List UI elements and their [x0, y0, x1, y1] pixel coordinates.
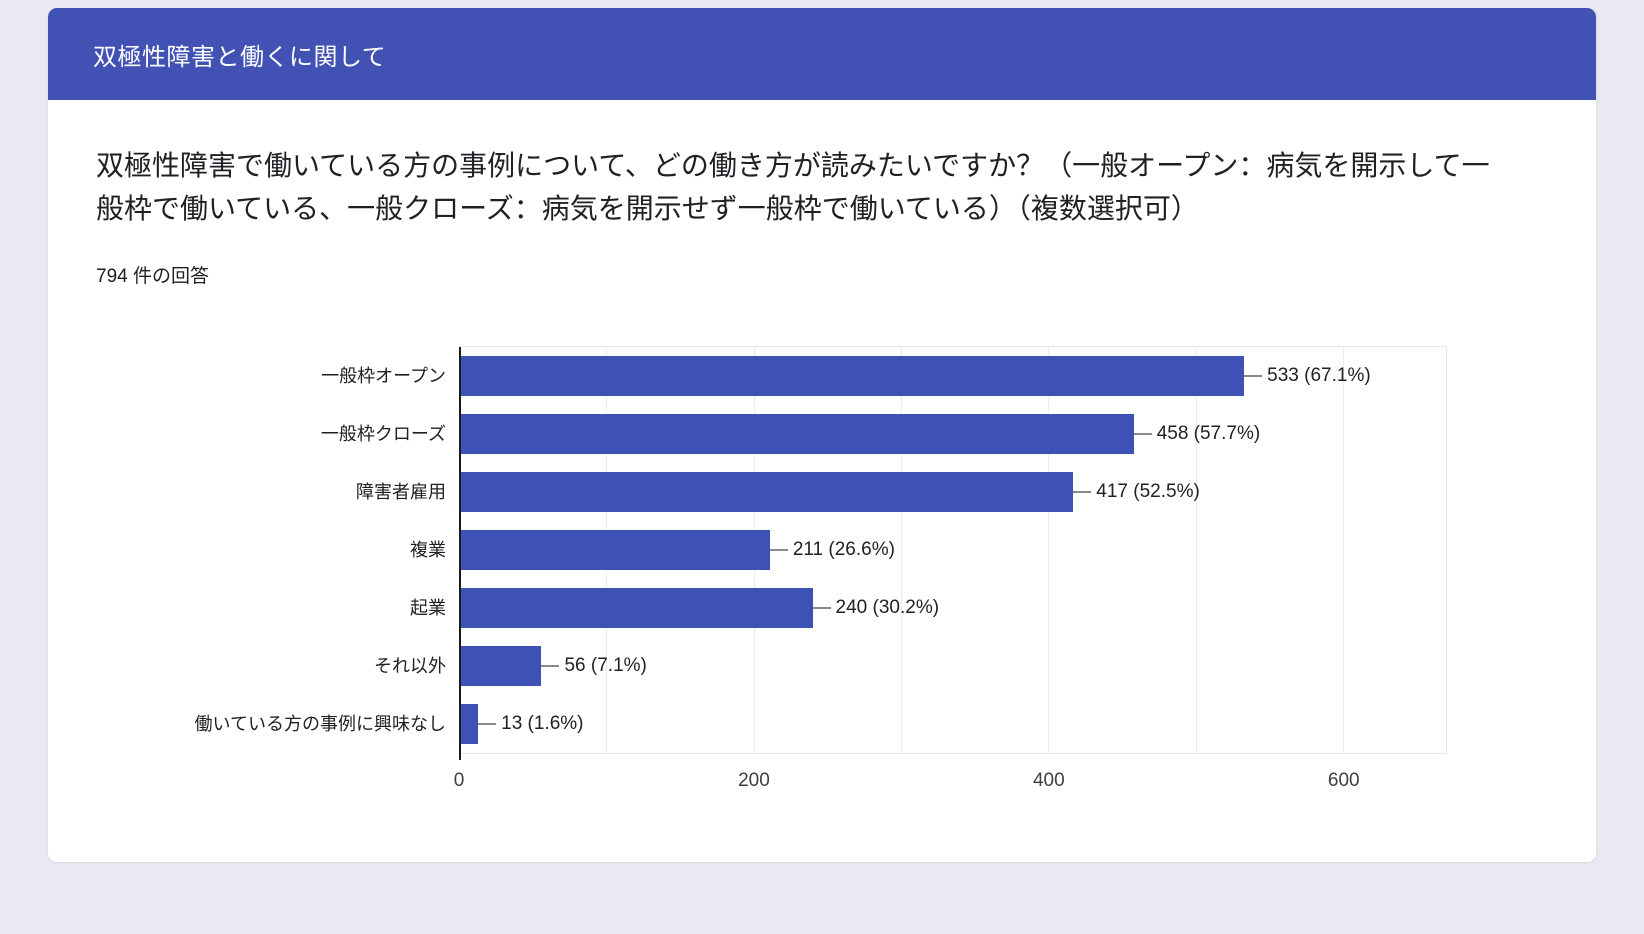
- bar-chart: 一般枠オープン 一般枠クローズ障害者雇用複業起業それ以外働いている方の事例に興味な…: [104, 345, 1548, 800]
- y-axis-line: [459, 346, 461, 760]
- grid-line: [1195, 346, 1197, 753]
- question-text: 双極性障害で働いている方の事例について、どの働き方が読みたいですか？（一般オープ…: [96, 150, 1490, 225]
- response-count: 794 件の回答: [96, 265, 209, 287]
- card-body: 双極性障害で働いている方の事例について、どの働き方が読みたいですか？（一般オープ…: [48, 100, 1596, 800]
- section-title: 双極性障害と働くに関して: [93, 43, 387, 71]
- chart-row: 13 (1.6%): [459, 695, 1446, 753]
- plot-wrap: 一般枠オープン 一般枠クローズ障害者雇用複業起業それ以外働いている方の事例に興味な…: [104, 345, 1548, 760]
- bar[interactable]: [459, 645, 542, 686]
- grid-line: [900, 346, 902, 753]
- bar[interactable]: [459, 355, 1245, 396]
- connector-line: [812, 606, 831, 609]
- category-label: 一般枠オープン: [321, 365, 446, 386]
- bar[interactable]: [459, 587, 813, 628]
- value-label: 417 (52.5%): [1096, 480, 1200, 502]
- grid-line: [1342, 346, 1344, 753]
- value-label: 240 (30.2%): [835, 596, 940, 618]
- connector-line: [1133, 432, 1152, 435]
- x-tick-label: 200: [738, 769, 770, 791]
- connector-line: [541, 664, 560, 667]
- connector-line: [1073, 490, 1092, 493]
- value-label: 211 (26.6%): [792, 538, 895, 560]
- x-axis: 0 200 400 600: [454, 769, 1447, 800]
- value-label: 13 (1.6%): [501, 712, 584, 734]
- grid-line: [1048, 346, 1050, 753]
- bar[interactable]: [459, 471, 1074, 512]
- value-label: 533 (67.1%): [1267, 364, 1371, 386]
- chart-row: 240 (30.2%): [459, 579, 1446, 637]
- chart-row: 56 (7.1%): [459, 637, 1446, 695]
- section-header: 双極性障害と働くに関して: [48, 8, 1596, 100]
- category-label: 起業: [410, 597, 446, 618]
- category-label: 複業: [410, 539, 446, 560]
- bar[interactable]: [459, 703, 479, 744]
- category-labels: 一般枠オープン 一般枠クローズ障害者雇用複業起業それ以外働いている方の事例に興味な…: [104, 346, 459, 754]
- value-label: 458 (57.7%): [1156, 422, 1261, 444]
- form-results-card: 双極性障害と働くに関して 双極性障害で働いている方の事例について、どの働き方が読…: [48, 8, 1596, 862]
- bar[interactable]: [459, 413, 1134, 454]
- bars-layer: 533 (67.1%) 458 (57.7%) 417 (52.5%) 211 …: [459, 347, 1446, 753]
- category-label: 働いている方の事例に興味なし: [194, 713, 446, 734]
- connector-line: [1244, 374, 1263, 377]
- chart-row: 417 (52.5%): [459, 463, 1446, 521]
- category-label: 障害者雇用: [356, 481, 446, 502]
- chart-row: 533 (67.1%): [459, 347, 1446, 405]
- x-tick-label: 400: [1032, 769, 1065, 791]
- category-label: 一般枠クローズ: [320, 423, 446, 444]
- chart-row: 211 (26.6%): [459, 521, 1446, 579]
- connector-line: [769, 548, 788, 551]
- value-label: 56 (7.1%): [564, 654, 647, 676]
- bar[interactable]: [459, 529, 770, 570]
- category-label: それ以外: [374, 655, 446, 676]
- x-tick-label: 0: [453, 769, 465, 791]
- connector-line: [478, 722, 497, 725]
- plot-area: 533 (67.1%) 458 (57.7%) 417 (52.5%) 211 …: [459, 345, 1447, 760]
- x-tick-label: 600: [1327, 769, 1360, 791]
- chart-row: 458 (57.7%): [459, 405, 1446, 463]
